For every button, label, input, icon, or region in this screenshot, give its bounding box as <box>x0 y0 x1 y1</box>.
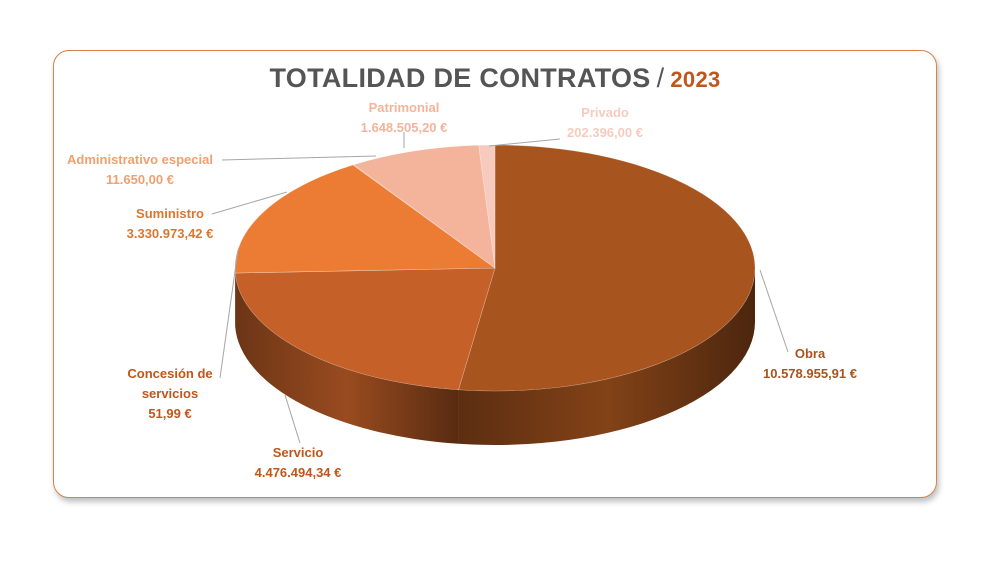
chart-title: TOTALIDAD DE CONTRATOS/2023 <box>0 63 990 94</box>
slice-label-suministro: Suministro <box>136 206 204 221</box>
slice-value-administrativo-especial: 11.650,00 € <box>106 172 174 187</box>
title-separator: / <box>656 63 665 93</box>
slice-label-servicio: Servicio <box>273 445 324 460</box>
pie-labels: Obra 10.578.955,91 € Servicio 4.476.494,34 … <box>67 100 857 480</box>
slice-label-privado: Privado <box>581 105 629 120</box>
leader-line-servicio <box>284 394 301 444</box>
pie-side-obra <box>458 268 755 445</box>
pie-sides <box>235 268 755 445</box>
leader-line-administrativo-especial <box>221 155 377 161</box>
leader-line-suministro <box>211 191 288 215</box>
slice-value-servicio: 4.476.494,34 € <box>255 465 342 480</box>
leader-line-obra <box>759 269 789 353</box>
slice-label-administrativo-especial: Administrativo especial <box>67 152 213 167</box>
leader-line-concesión-de-servicios <box>219 249 239 379</box>
pie-slice-suministro <box>234 164 496 274</box>
slice-label-concesión-de-servicios: servicios <box>142 386 198 401</box>
slice-label-obra: Obra <box>795 346 826 361</box>
pie-top <box>234 144 756 392</box>
pie-slice-servicio <box>234 267 496 391</box>
slice-label-concesión-de-servicios: Concesión de <box>127 366 212 381</box>
pie-slice-obra <box>458 144 756 392</box>
slice-value-patrimonial: 1.648.505,20 € <box>361 120 448 135</box>
slice-value-concesión-de-servicios: 51,99 € <box>148 406 191 421</box>
leader-line-privado <box>488 138 561 147</box>
pie-slice-patrimonial <box>353 144 496 269</box>
pie-side-servicio <box>235 273 459 444</box>
chart-subtitle-year: 2023 <box>670 67 721 92</box>
slice-value-obra: 10.578.955,91 € <box>763 366 857 381</box>
pie-slice-administrativo-especial <box>352 164 496 269</box>
slice-label-patrimonial: Patrimonial <box>369 100 440 115</box>
slice-value-suministro: 3.330.973,42 € <box>127 226 214 241</box>
chart-title-text: TOTALIDAD DE CONTRATOS <box>269 63 651 93</box>
slice-value-privado: 202.396,00 € <box>567 125 643 140</box>
